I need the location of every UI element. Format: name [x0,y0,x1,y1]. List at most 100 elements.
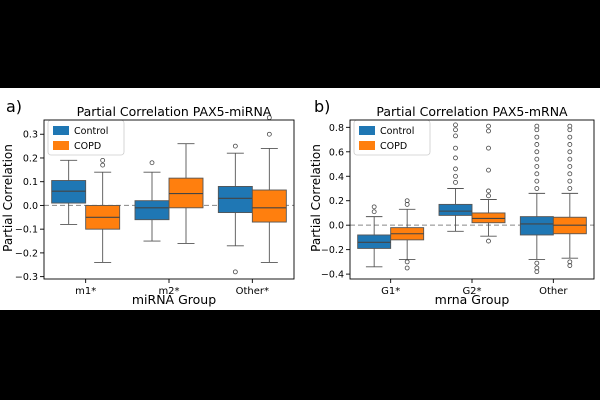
outlier-point [453,145,458,151]
y-tick-label: −0.2 [321,245,344,256]
outlier-point [534,171,540,177]
panel-a-legend: Control COPD [47,119,125,156]
outlier-point [453,133,458,139]
outlier-point [266,131,272,137]
outlier-point [567,149,573,155]
panel-a-xlabel: miRNA Group [132,292,216,307]
outlier-point [486,128,491,134]
box-control-Other [217,143,253,275]
panel-b-plot-area [350,122,594,283]
outlier-point [486,167,491,173]
legend-swatch-control [359,126,375,135]
outlier-point [232,269,238,275]
y-tick-label: −0.3 [15,272,38,283]
outlier-point [534,186,540,191]
outlier-point [567,134,573,140]
box-iqr [519,216,554,236]
panel-a-axes-frame [43,119,295,280]
box-iqr [134,200,170,221]
legend-label-control: Control [74,126,108,137]
outlier-point [486,145,491,151]
box-copd-G2 [471,123,506,244]
panel-a-x-tick-label: m1* [75,286,96,297]
panel-b-title: Partial Correlation PAX5-mRNA [376,104,568,119]
outlier-point [486,193,491,199]
panel-b-x-tick-label: Other [539,286,568,297]
panel-a: a) Partial Correlation PAX5-miRNA miRNA … [1,97,295,307]
outlier-point [453,155,458,161]
box-copd-m1 [85,157,121,263]
y-tick-label: 0.3 [23,130,38,141]
box-control-m1 [51,159,87,225]
panel-b-xlabel: mrna Group [435,292,510,307]
panel-a-label: a) [6,97,22,116]
y-tick-label: 0.8 [329,123,344,134]
legend-swatch-control [53,126,69,135]
box-copd-m2 [168,143,204,244]
outlier-point [486,123,491,129]
panel-a-y-ticks: −0.3 −0.2 −0.1 0.0 0.1 0.2 0.3 [15,130,44,283]
outlier-point [404,259,410,265]
outlier-point [567,142,573,147]
panel-a-title: Partial Correlation PAX5-miRNA [77,104,272,119]
outlier-point [453,173,458,179]
outlier-point [534,142,540,147]
box-copd-Other [251,115,287,263]
outlier-point [534,134,540,140]
y-tick-label: 0.2 [329,196,344,207]
box-iqr [357,234,392,249]
box-iqr [438,203,473,216]
outlier-point [567,156,573,162]
outlier-point [486,188,491,194]
outlier-point [534,269,540,275]
figure: a) Partial Correlation PAX5-miRNA miRNA … [0,88,600,310]
legend-swatch-copd [359,141,375,150]
panel-b-axes-frame [349,119,595,280]
box-control-Other [519,123,554,275]
outlier-point [404,265,410,271]
y-tick-label: −0.4 [321,270,344,281]
panel-b-label: b) [314,97,330,116]
panel-b-x-tick-label: G1* [381,286,400,297]
outlier-point [232,143,238,149]
panel-b-legend: Control COPD [353,119,431,156]
box-copd-G1 [390,198,425,271]
outlier-point [534,260,540,266]
outlier-point [453,127,458,133]
panel-a-x-tick-label: Other* [236,286,269,297]
y-tick-label: 0.6 [329,147,344,158]
outlier-point [100,157,106,163]
y-tick-label: 0.1 [23,177,38,188]
outlier-point [404,198,410,204]
outlier-point [534,156,540,162]
outlier-point [371,209,377,215]
y-tick-label: 0.2 [23,153,38,164]
outlier-point [453,166,458,172]
panel-b-x-tick-label: G2* [462,286,481,297]
outlier-point [567,171,573,177]
outlier-point [453,179,458,185]
outlier-point [567,186,573,191]
legend-label-copd: COPD [74,141,101,152]
box-copd-Other [552,123,587,268]
outlier-point [567,263,573,268]
box-iqr [217,185,253,214]
box-control-m2 [134,160,170,242]
box-iqr [251,189,287,223]
y-tick-label: 0.0 [329,221,344,232]
panel-a-x-ticks: m1* m2* Other* [75,286,269,297]
panel-b-x-ticks: G1* G2* Other [381,286,568,297]
outlier-point [486,238,491,244]
outlier-point [534,164,540,169]
box-control-G2 [438,122,473,232]
box-iqr [51,180,87,204]
outlier-point [534,149,540,155]
panel-a-ylabel: Partial Correlation [1,144,15,252]
outlier-point [371,204,377,210]
box-control-G1 [357,204,392,268]
outlier-point [567,123,573,129]
y-tick-label: 0.0 [23,201,38,212]
legend-label-control: Control [380,126,414,137]
outlier-point [567,164,573,169]
outlier-point [149,160,155,166]
